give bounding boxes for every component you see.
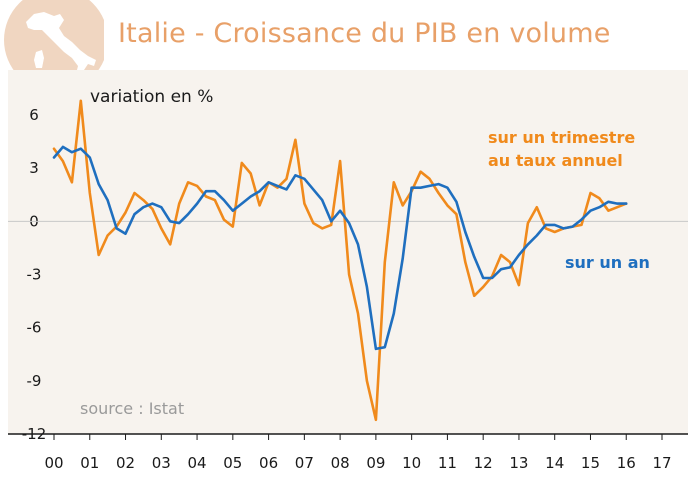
x-tick-label: 01 <box>80 454 99 472</box>
series-line-annual <box>52 145 628 351</box>
italy-map-icon <box>4 0 104 92</box>
x-tick-label: 10 <box>402 454 421 472</box>
x-tick-label: 07 <box>295 454 314 472</box>
x-tick-label: 16 <box>617 454 636 472</box>
y-tick-label: -6 <box>27 319 42 337</box>
y-axis-label: variation en % <box>90 87 213 107</box>
x-tick-label: 06 <box>259 454 278 472</box>
x-tick-label: 05 <box>223 454 242 472</box>
x-axis: 00 01 02 03 04 05 06 07 08 09 10 11 12 13 14 15 16 17 <box>44 434 672 472</box>
y-tick-label: -9 <box>27 372 42 390</box>
legend-annual: sur un an <box>565 253 650 272</box>
series-lines <box>52 99 628 422</box>
sardinia-shape <box>34 50 44 68</box>
x-tick-label: 14 <box>545 454 564 472</box>
x-tick-label: 12 <box>474 454 493 472</box>
header: Italie - Croissance du PIB en volume <box>0 0 695 92</box>
x-tick-label: 04 <box>188 454 207 472</box>
x-tick-label: 15 <box>581 454 600 472</box>
x-tick-label: 08 <box>331 454 350 472</box>
chart-title: Italie - Croissance du PIB en volume <box>118 18 611 49</box>
y-tick-label: 3 <box>29 159 39 177</box>
x-tick-label: 09 <box>366 454 385 472</box>
italy-mainland-shape <box>26 12 96 76</box>
legend-quarterly-line1: sur un trimestre <box>488 128 635 147</box>
y-tick-label: 6 <box>29 106 39 124</box>
x-tick-label: 17 <box>652 454 671 472</box>
x-tick-label: 11 <box>438 454 457 472</box>
source-note: source : Istat <box>80 399 184 418</box>
x-tick-label: 13 <box>509 454 528 472</box>
y-tick-label: -3 <box>27 266 42 284</box>
x-tick-label: 02 <box>116 454 135 472</box>
legend-quarterly-line2: au taux annuel <box>488 151 623 170</box>
x-tick-label: 03 <box>152 454 171 472</box>
x-tick-label: 00 <box>44 454 63 472</box>
